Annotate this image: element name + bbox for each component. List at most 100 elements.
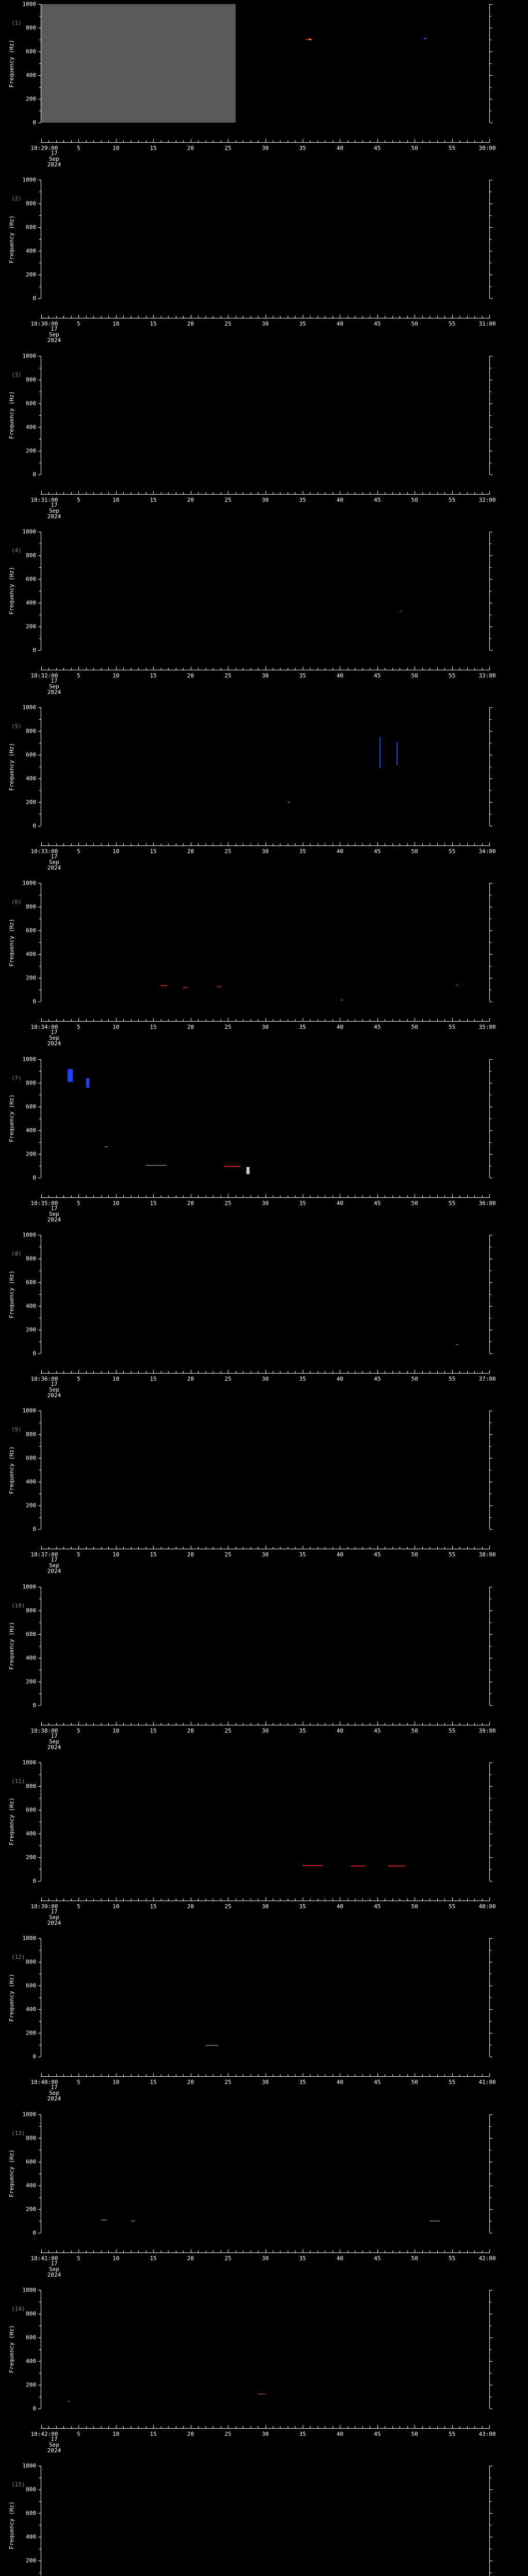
plot-area[interactable]	[41, 883, 489, 1002]
x-minor-tick	[183, 1547, 184, 1549]
x-minor-tick	[392, 1898, 393, 1901]
plot-area[interactable]	[41, 1586, 489, 1705]
plot-area[interactable]	[41, 2290, 489, 2409]
y-minor-tick-right	[490, 1845, 491, 1846]
y-minor-tick-right	[490, 2021, 491, 2022]
x-minor-tick	[56, 1019, 57, 1022]
x-tick-label: 10	[112, 2430, 120, 2437]
y-tick-right	[490, 474, 492, 475]
y-tick-label: 600	[26, 2158, 36, 2165]
x-tick-label: 30	[261, 672, 269, 679]
x-tick-label: 25	[224, 1551, 232, 1558]
y-tick-right	[490, 1880, 492, 1882]
x-tick-label: 5	[77, 496, 80, 503]
x-minor-tick	[183, 1371, 184, 1374]
y-tick	[38, 1857, 41, 1858]
x-tick-label: 30	[261, 1376, 269, 1383]
x-tick	[116, 1370, 117, 1374]
plot-area[interactable]	[41, 180, 489, 299]
x-minor-tick	[168, 1019, 169, 1022]
y-tick-right	[490, 1786, 492, 1787]
x-tick-label: 35	[299, 1024, 306, 1031]
x-tick	[452, 1897, 453, 1901]
x-minor-tick	[392, 1722, 393, 1725]
x-tick-label: 15	[150, 1199, 157, 1207]
x-tick-label: 15	[150, 145, 157, 151]
plot-area[interactable]	[41, 4, 489, 123]
x-tick-label: 5	[77, 672, 80, 679]
x-minor-tick	[467, 316, 468, 318]
y-minor-tick-right	[490, 1071, 491, 1072]
x-minor-tick	[108, 1195, 109, 1197]
x-minor-tick	[482, 1371, 483, 1374]
x-minor-tick	[56, 2426, 57, 2428]
x-tick	[489, 666, 490, 670]
plot-area[interactable]	[41, 1059, 489, 1178]
x-tick-label: 40	[336, 2255, 343, 2262]
x-minor-tick	[101, 1898, 102, 1901]
x-minor-tick	[93, 1195, 94, 1197]
x-minor-tick	[407, 1722, 408, 1725]
x-minor-tick	[56, 1722, 57, 1725]
y-tick-right	[490, 1634, 492, 1635]
x-minor-tick	[422, 1019, 423, 1022]
x-minor-tick	[198, 2074, 199, 2077]
x-minor-tick	[467, 1019, 468, 1022]
x-axis-start-label: 10:38:00	[30, 1727, 58, 1734]
x-tick	[452, 1018, 453, 1022]
x-minor-tick	[93, 1547, 94, 1549]
x-minor-tick	[407, 2426, 408, 2428]
y-tick	[38, 403, 41, 404]
x-minor-tick	[407, 2074, 408, 2077]
y-tick-right	[490, 355, 492, 357]
x-tick-label: 20	[187, 2079, 194, 2086]
x-minor-tick	[444, 316, 446, 318]
y-tick	[38, 1458, 41, 1459]
y-tick-label: 600	[26, 2334, 36, 2341]
x-axis-date-label: 17 Sep 2024	[47, 853, 61, 872]
x-minor-tick	[63, 843, 64, 846]
y-minor-tick-right	[490, 638, 491, 639]
x-minor-tick	[71, 1722, 72, 1725]
x-tick	[377, 1194, 378, 1197]
x-tick	[377, 842, 378, 846]
plot-area[interactable]	[41, 1411, 489, 1530]
plot-area[interactable]	[41, 531, 489, 650]
x-minor-tick	[392, 140, 393, 142]
x-minor-tick	[198, 1722, 199, 1725]
y-tick-label: 0	[32, 647, 36, 654]
plot-area[interactable]	[41, 707, 489, 826]
x-minor-tick	[56, 492, 57, 494]
plot-area[interactable]	[41, 2114, 489, 2233]
y-minor-tick	[39, 1646, 41, 1647]
x-minor-tick	[407, 1371, 408, 1374]
y-tick-label: 1000	[22, 1056, 37, 1063]
x-minor-tick	[56, 2074, 57, 2077]
x-tick-label: 35	[299, 320, 306, 328]
x-axis-start-label: 10:35:00	[30, 1199, 58, 1207]
y-tick-label: 600	[26, 1631, 36, 1638]
x-tick-label: 50	[411, 496, 418, 503]
x-tick-label: 30	[261, 2255, 269, 2262]
plot-area[interactable]	[41, 1762, 489, 1881]
panel-index-label: (13)	[11, 2129, 25, 2137]
plot-area[interactable]	[41, 1938, 489, 2057]
x-tick-label: 35	[299, 672, 306, 679]
x-minor-tick	[362, 316, 363, 318]
x-minor-tick	[168, 1547, 169, 1549]
y-minor-tick	[39, 1997, 41, 1998]
y-minor-tick-right	[490, 2572, 491, 2573]
plot-area[interactable]	[41, 2466, 489, 2576]
plot-area[interactable]	[41, 1235, 489, 1354]
x-minor-tick	[108, 140, 109, 142]
x-minor-tick	[467, 1547, 468, 1549]
x-minor-tick	[138, 316, 139, 318]
plot-area[interactable]	[41, 355, 489, 474]
y-tick-label: 800	[26, 376, 36, 383]
x-minor-tick	[422, 140, 423, 142]
x-minor-tick	[474, 1371, 475, 1374]
y-minor-tick-right	[490, 2372, 491, 2374]
x-minor-tick	[138, 1722, 139, 1725]
x-tick	[452, 842, 453, 846]
x-tick-label: 45	[374, 145, 381, 151]
